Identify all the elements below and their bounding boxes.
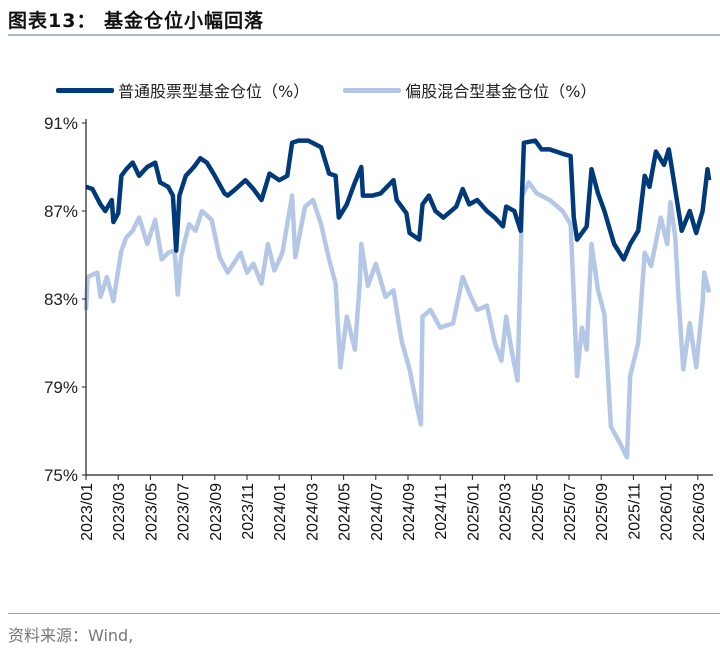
x-tick-label: 2023/03 xyxy=(111,483,128,541)
x-tick-label: 2025/09 xyxy=(594,483,611,541)
chart-title: 图表13： 基金仓位小幅回落 xyxy=(8,10,265,32)
source-note: 资料来源：Wind, xyxy=(8,626,134,645)
x-tick-label: 2024/03 xyxy=(304,483,321,541)
x-tick-label: 2025/11 xyxy=(626,483,643,540)
legend-item-stock-fund: 普通股票型基金仓位（%） xyxy=(56,78,309,102)
y-tick-label: 91% xyxy=(44,114,78,133)
legend-item-hybrid-fund: 偏股混合型基金仓位（%） xyxy=(343,78,596,102)
legend: 普通股票型基金仓位（%） 偏股混合型基金仓位（%） xyxy=(56,78,596,102)
x-tick-label: 2026/01 xyxy=(659,483,676,541)
x-tick-label: 2023/01 xyxy=(79,483,96,541)
x-tick-label: 2026/03 xyxy=(691,483,708,541)
x-tick-label: 2025/01 xyxy=(465,483,482,541)
y-tick-label: 87% xyxy=(44,202,78,221)
x-tick-label: 2025/05 xyxy=(530,483,547,541)
x-tick-label: 2025/07 xyxy=(562,483,579,541)
x-tick-label: 2023/07 xyxy=(176,483,193,541)
x-tick-label: 2024/01 xyxy=(272,483,289,541)
x-tick-label: 2024/11 xyxy=(433,483,450,540)
y-tick-label: 79% xyxy=(44,378,78,397)
x-tick-label: 2024/07 xyxy=(369,483,386,541)
x-tick-label: 2024/05 xyxy=(337,483,354,541)
y-tick-label: 83% xyxy=(44,290,78,309)
legend-label-hybrid-fund: 偏股混合型基金仓位（%） xyxy=(405,82,597,101)
x-tick-label: 2023/09 xyxy=(208,483,225,541)
x-tick-label: 2025/03 xyxy=(498,483,515,541)
series-line-hybrid-fund xyxy=(83,180,712,460)
source-divider xyxy=(8,613,720,614)
x-tick-label: 2023/11 xyxy=(240,483,257,540)
title-divider xyxy=(8,34,720,36)
series-line-stock-fund xyxy=(85,138,712,262)
legend-swatch-hybrid-fund xyxy=(343,87,402,93)
y-tick-label: 75% xyxy=(44,466,78,485)
legend-swatch-stock-fund xyxy=(56,87,114,93)
legend-label-stock-fund: 普通股票型基金仓位（%） xyxy=(118,82,310,101)
x-tick-label: 2023/05 xyxy=(143,483,160,541)
x-tick-label: 2024/09 xyxy=(401,483,418,541)
